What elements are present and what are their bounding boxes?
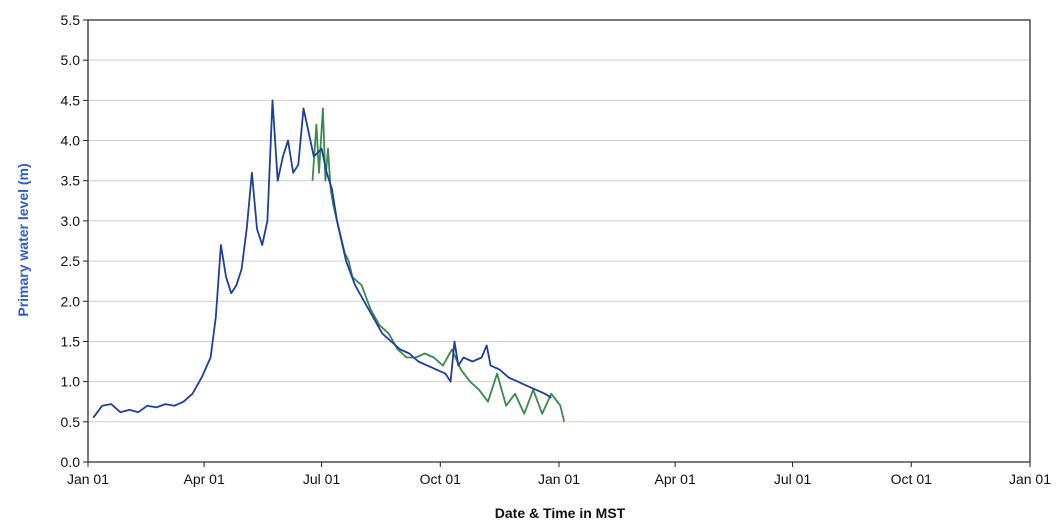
tick-labels: 0.0 0.5 1.0 1.5 2.0 2.5 3.0 3.5 4.0 4.5 5.0 5.5 Jan … <box>61 12 1052 487</box>
x-axis-title: Date & Time in MST <box>495 505 626 521</box>
y-tick-label: 1.5 <box>61 333 81 349</box>
y-tick-label: 2.0 <box>61 293 81 309</box>
series-layer <box>92 99 566 423</box>
y-tick-label: 1.0 <box>61 374 81 390</box>
y-tick-label: 4.5 <box>61 92 81 108</box>
y-tick-label: 4.0 <box>61 133 81 149</box>
y-tick-label: 5.5 <box>61 12 81 28</box>
x-tick-label: Apr 01 <box>184 471 225 487</box>
y-tick-label: 5.0 <box>61 52 81 68</box>
y-tick-label: 3.5 <box>61 173 81 189</box>
x-tick-label: Jan 01 <box>538 471 580 487</box>
y-tick-label: 3.0 <box>61 213 81 229</box>
plot-frame <box>87 19 1031 463</box>
x-tick-label: Oct 01 <box>891 471 932 487</box>
x-tick-label: Oct 01 <box>420 471 461 487</box>
x-tick-label: Jul 01 <box>774 471 812 487</box>
series-line-2 <box>92 99 552 419</box>
gridlines <box>88 19 1030 423</box>
x-tick-label: Jan 01 <box>67 471 109 487</box>
x-tick-label: Jan 01 <box>1009 471 1051 487</box>
series-line-1 <box>311 107 566 423</box>
y-axis-title: Primary water level (m) <box>15 163 31 316</box>
x-tick-label: Apr 01 <box>655 471 696 487</box>
y-tick-label: 2.5 <box>61 253 81 269</box>
x-tick-label: Jul 01 <box>303 471 341 487</box>
y-tick-label: 0.0 <box>61 454 81 470</box>
y-tick-label: 0.5 <box>61 414 81 430</box>
axes <box>83 19 1031 467</box>
